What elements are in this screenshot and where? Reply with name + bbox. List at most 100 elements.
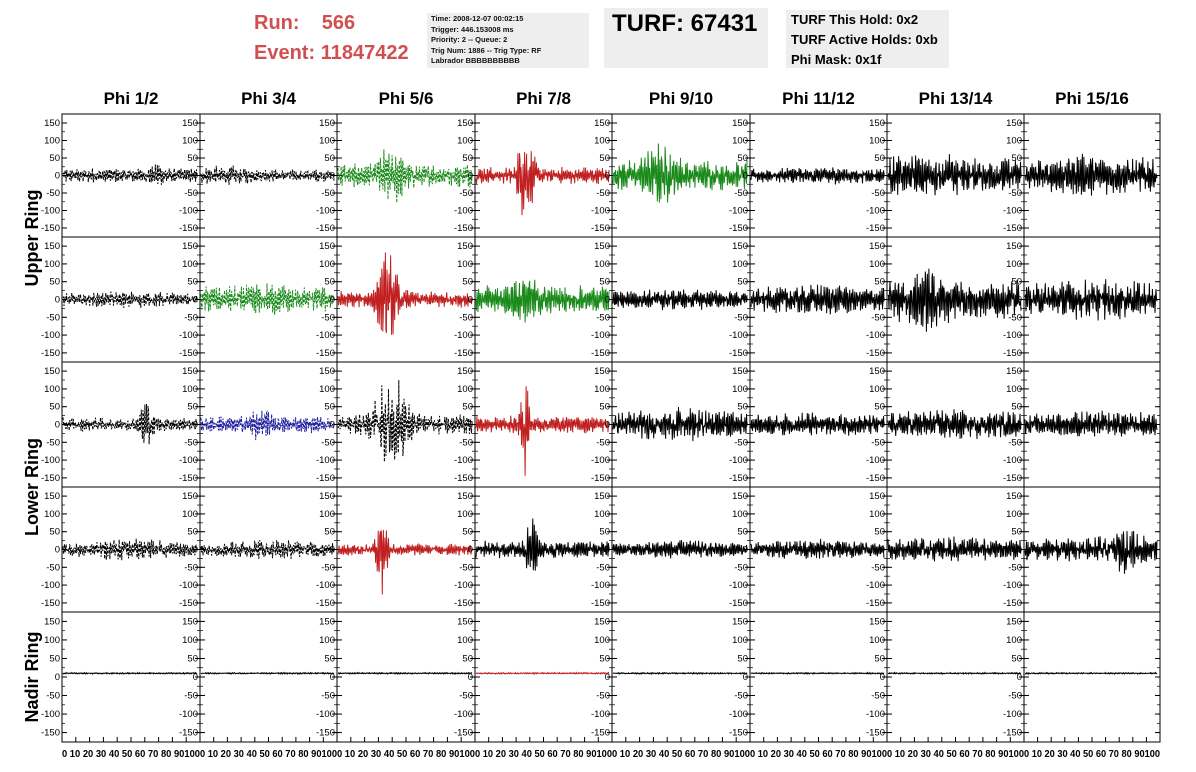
trigger-num: Trig Num: 1886 -- Trig Type: RF — [431, 45, 542, 55]
event-label: Event: — [254, 42, 316, 64]
y-tick-label: 50 — [737, 153, 748, 164]
y-tick-label: 150 — [869, 616, 885, 627]
y-tick-label: 100 — [732, 259, 748, 270]
panel-frame — [61, 611, 201, 743]
y-tick-label: 150 — [457, 366, 473, 377]
y-tick-label: 0 — [880, 672, 885, 683]
y-tick-label: 50 — [874, 653, 885, 664]
turf-active-holds: TURF Active Holds: 0xb — [791, 32, 938, 47]
y-tick-label: 50 — [462, 653, 473, 664]
y-tick-label: -100 — [41, 330, 60, 341]
trigger-ms: Trigger: 446.153008 ms — [431, 24, 514, 34]
panel-frame — [336, 611, 476, 743]
y-tick-label: 150 — [594, 491, 610, 502]
waveform-trace — [475, 386, 610, 476]
y-tick-label: 100 — [457, 136, 473, 147]
y-tick-label: -100 — [591, 709, 610, 720]
y-tick-label: 50 — [324, 527, 335, 538]
y-tick-label: 150 — [594, 616, 610, 627]
y-tick-label: -50 — [871, 312, 885, 323]
waveform-trace — [887, 409, 1022, 440]
waveform-trace — [612, 143, 748, 203]
y-tick-label: -100 — [41, 580, 60, 591]
y-tick-label: 0 — [743, 171, 748, 182]
y-tick-label: -150 — [866, 598, 885, 609]
waveform-panel: -150 -100 -50 0 50 100 150 — [179, 361, 338, 488]
waveform-trace — [750, 671, 884, 675]
waveform-trace — [62, 291, 198, 309]
waveform-trace — [612, 406, 748, 442]
y-tick-label: 50 — [324, 277, 335, 288]
y-tick-label: 50 — [737, 402, 748, 413]
y-tick-label: -50 — [1008, 691, 1022, 702]
y-tick-label: 50 — [599, 653, 610, 664]
waveform-trace — [337, 529, 473, 595]
y-tick-label: -50 — [871, 691, 885, 702]
y-tick-label: 150 — [319, 118, 335, 129]
y-tick-label: 50 — [737, 653, 748, 664]
y-tick-label: 100 — [732, 136, 748, 147]
column-title: Phi 5/6 — [379, 89, 434, 108]
y-tick-label: -100 — [41, 455, 60, 466]
y-tick-label: -100 — [454, 455, 473, 466]
y-tick-label: -150 — [866, 473, 885, 484]
x-tick-label: 0 10 20 30 40 50 60 70 80 90100 — [1024, 749, 1160, 760]
waveform-panel: -150 -100 -50 0 50 100 150 — [866, 361, 1025, 488]
y-tick-label: 100 — [44, 384, 60, 395]
y-tick-label: 100 — [44, 509, 60, 520]
run-label: Run: — [254, 12, 300, 34]
waveform-panel: -150 -100 -50 0 50 100 150 — [316, 486, 476, 613]
row-title: Nadir Ring — [22, 631, 42, 722]
y-tick-label: -150 — [454, 473, 473, 484]
y-tick-label: 0 — [468, 295, 473, 306]
y-tick-label: 150 — [319, 241, 335, 252]
y-tick-label: 50 — [1011, 153, 1022, 164]
y-tick-label: 150 — [732, 241, 748, 252]
y-tick-label: 50 — [187, 402, 198, 413]
y-tick-label: 150 — [1006, 616, 1022, 627]
waveform-trace — [750, 284, 885, 315]
waveform-panel: -150 -100 -50 0 50 100 150 — [866, 611, 1025, 743]
y-tick-label: -100 — [454, 580, 473, 591]
waveform-panel: -150 -100 -50 0 50 100 150 — [179, 611, 338, 743]
y-tick-label: -50 — [734, 691, 748, 702]
y-tick-label: 100 — [319, 259, 335, 270]
waveform-trace — [750, 412, 885, 436]
waveform-trace — [337, 671, 473, 676]
waveform-panel: -150 -100 -50 0 50 100 150 — [316, 236, 476, 363]
y-tick-label: 0 — [468, 171, 473, 182]
panel-frame — [749, 611, 888, 743]
y-tick-label: 150 — [319, 366, 335, 377]
y-tick-label: -100 — [591, 580, 610, 591]
y-tick-label: 50 — [462, 527, 473, 538]
y-tick-label: 0 — [743, 295, 748, 306]
event-row: Event: 11847422 — [254, 38, 409, 68]
y-tick-label: 0 — [193, 171, 198, 182]
y-tick-label: 0 — [330, 420, 335, 431]
y-tick-label: 100 — [182, 509, 198, 520]
waveform-trace — [475, 518, 610, 571]
waveform-trace — [62, 671, 198, 675]
waveform-trace — [200, 283, 335, 315]
y-tick-label: 50 — [324, 153, 335, 164]
y-tick-label: 0 — [1017, 420, 1022, 431]
y-tick-label: -100 — [454, 206, 473, 217]
x-tick-label: 0 10 20 30 40 50 60 70 80 90100 — [62, 749, 200, 760]
y-tick-label: -100 — [866, 330, 885, 341]
y-tick-label: -150 — [1003, 348, 1022, 359]
waveform-panel: -150 -100 -50 0 50 100 150 — [1003, 611, 1161, 743]
waveform-panel: -150 -100 -50 0 50 100 150 — [1003, 361, 1161, 488]
y-tick-label: -50 — [596, 312, 610, 323]
y-tick-label: 150 — [182, 241, 198, 252]
y-tick-label: -50 — [184, 312, 198, 323]
y-tick-label: -150 — [454, 598, 473, 609]
y-tick-label: 100 — [869, 509, 885, 520]
y-tick-label: 100 — [319, 136, 335, 147]
y-tick-label: -50 — [596, 188, 610, 199]
y-tick-label: -50 — [734, 188, 748, 199]
waveform-panel: -150 -100 -50 0 50 100 150 — [729, 361, 888, 488]
y-tick-label: 50 — [187, 153, 198, 164]
y-tick-label: 100 — [1006, 635, 1022, 646]
turf-box: TURF: 67431 — [604, 8, 768, 68]
y-tick-label: -50 — [46, 562, 60, 573]
